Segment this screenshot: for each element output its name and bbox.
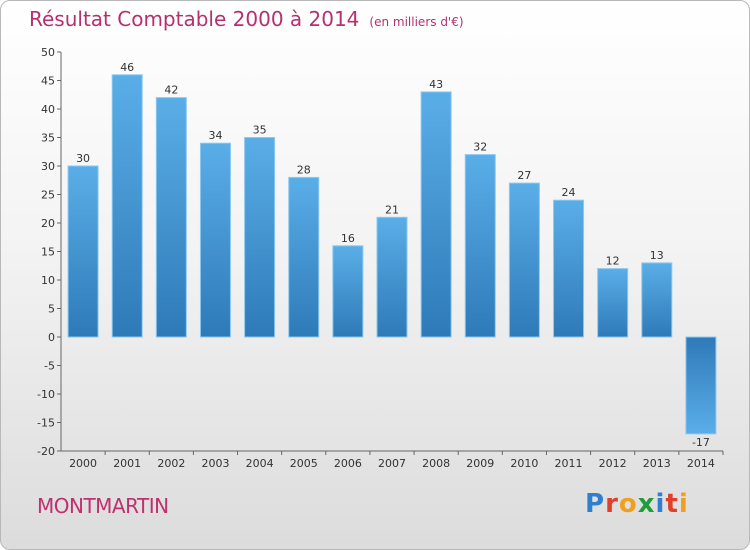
y-tick-label: 40 (41, 103, 55, 116)
data-labels: 30 46 42 34 35 28 16 21 43 32 27 24 12 13 -17 (76, 61, 710, 449)
y-tick-label: -10 (37, 388, 55, 401)
x-tick-label: 2013 (643, 457, 671, 470)
bar (244, 137, 276, 338)
data-label: 32 (473, 141, 487, 154)
bar (332, 245, 364, 338)
y-tick-label: -15 (37, 417, 55, 430)
brand-letter: t (665, 489, 679, 519)
data-label: 16 (341, 232, 355, 245)
chart-title: Résultat Comptable 2000 à 2014 (en millie… (29, 7, 464, 31)
x-tick-label: 2009 (466, 457, 494, 470)
bar (111, 74, 143, 338)
bar (464, 154, 496, 338)
x-tick-label: 2010 (510, 457, 538, 470)
x-tick-label: 2001 (113, 457, 141, 470)
brand-letter: x (637, 489, 656, 519)
x-tick-label: 2008 (422, 457, 450, 470)
data-label: 21 (385, 203, 399, 216)
y-tick-label: -5 (44, 360, 55, 373)
data-label: -17 (692, 436, 710, 449)
brand-letter: r (605, 489, 619, 519)
brand-letter: P (585, 489, 606, 519)
bar (288, 176, 320, 338)
bar (508, 182, 540, 338)
x-tick-label: 2011 (555, 457, 583, 470)
bar (67, 165, 99, 338)
y-tick-label: 10 (41, 274, 55, 287)
data-label: 42 (164, 84, 178, 97)
data-label: 24 (562, 186, 576, 199)
x-tick-label: 2007 (378, 457, 406, 470)
y-tick-label: 50 (41, 46, 55, 59)
chart-title-text: Résultat Comptable 2000 à 2014 (29, 7, 360, 31)
x-tick-label: 2012 (599, 457, 627, 470)
bar (376, 216, 408, 338)
brand-letter: o (618, 489, 638, 519)
brand-logo: Proxiti (585, 489, 689, 519)
bar (597, 268, 629, 338)
x-tick-label: 2002 (157, 457, 185, 470)
y-tick-label: 20 (41, 217, 55, 230)
y-tick-label: 45 (41, 75, 55, 88)
y-tick-label: 15 (41, 246, 55, 259)
y-tick-label: 25 (41, 189, 55, 202)
bar (420, 91, 452, 338)
y-tick-label: 0 (48, 331, 55, 344)
x-tick-label: 2003 (201, 457, 229, 470)
bar (553, 199, 585, 338)
place-name: MONTMARTIN (37, 494, 169, 518)
x-tick-label: 2005 (290, 457, 318, 470)
bar (685, 336, 717, 435)
data-label: 28 (297, 163, 311, 176)
bar (199, 142, 231, 338)
y-tick-label: -20 (37, 445, 55, 458)
data-label: 30 (76, 152, 90, 165)
x-tick-label: 2000 (69, 457, 97, 470)
bar (155, 97, 187, 338)
y-tick-label: 5 (48, 303, 55, 316)
data-label: 43 (429, 78, 443, 91)
data-label: 13 (650, 249, 664, 262)
chart-subtitle: (en milliers d'€) (369, 15, 464, 29)
data-label: 34 (208, 129, 222, 142)
x-tick-label: 2006 (334, 457, 362, 470)
data-label: 12 (606, 255, 620, 268)
brand-letter: i (655, 489, 666, 519)
bars (67, 74, 717, 435)
x-tick-label: 2004 (246, 457, 274, 470)
y-tick-label: 35 (41, 132, 55, 145)
brand-letter: i (678, 489, 689, 519)
data-label: 46 (120, 61, 134, 74)
data-label: 35 (253, 124, 267, 137)
bar (641, 262, 673, 338)
y-tick-label: 30 (41, 160, 55, 173)
x-tick-label: 2014 (687, 457, 715, 470)
data-label: 27 (517, 169, 531, 182)
